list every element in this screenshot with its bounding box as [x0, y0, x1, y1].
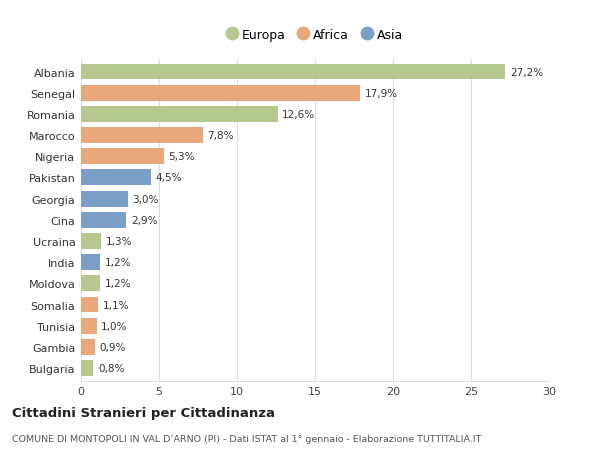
Bar: [81, 170, 151, 186]
Text: 1,2%: 1,2%: [104, 257, 131, 268]
Text: 27,2%: 27,2%: [510, 67, 543, 78]
Bar: [81, 85, 360, 101]
Text: 17,9%: 17,9%: [365, 89, 398, 99]
Bar: [81, 213, 126, 228]
Text: 1,0%: 1,0%: [101, 321, 128, 331]
Bar: [81, 276, 100, 291]
Bar: [81, 339, 95, 355]
Text: 3,0%: 3,0%: [133, 194, 159, 204]
Bar: [81, 64, 505, 80]
Text: 12,6%: 12,6%: [282, 110, 316, 120]
Text: 7,8%: 7,8%: [208, 131, 234, 141]
Text: 1,3%: 1,3%: [106, 236, 133, 246]
Bar: [81, 318, 97, 334]
Legend: Europa, Africa, Asia: Europa, Africa, Asia: [222, 24, 408, 47]
Bar: [81, 360, 94, 376]
Bar: [81, 191, 128, 207]
Text: 0,8%: 0,8%: [98, 363, 125, 373]
Text: 0,9%: 0,9%: [100, 342, 126, 352]
Bar: [81, 297, 98, 313]
Bar: [81, 128, 203, 144]
Bar: [81, 255, 100, 270]
Text: 1,1%: 1,1%: [103, 300, 130, 310]
Text: 1,2%: 1,2%: [104, 279, 131, 289]
Text: 4,5%: 4,5%: [156, 173, 182, 183]
Bar: [81, 234, 101, 249]
Text: Cittadini Stranieri per Cittadinanza: Cittadini Stranieri per Cittadinanza: [12, 406, 275, 419]
Text: 5,3%: 5,3%: [169, 152, 195, 162]
Text: 2,9%: 2,9%: [131, 215, 157, 225]
Bar: [81, 149, 164, 165]
Text: COMUNE DI MONTOPOLI IN VAL D’ARNO (PI) - Dati ISTAT al 1° gennaio - Elaborazione: COMUNE DI MONTOPOLI IN VAL D’ARNO (PI) -…: [12, 434, 481, 443]
Bar: [81, 106, 278, 123]
